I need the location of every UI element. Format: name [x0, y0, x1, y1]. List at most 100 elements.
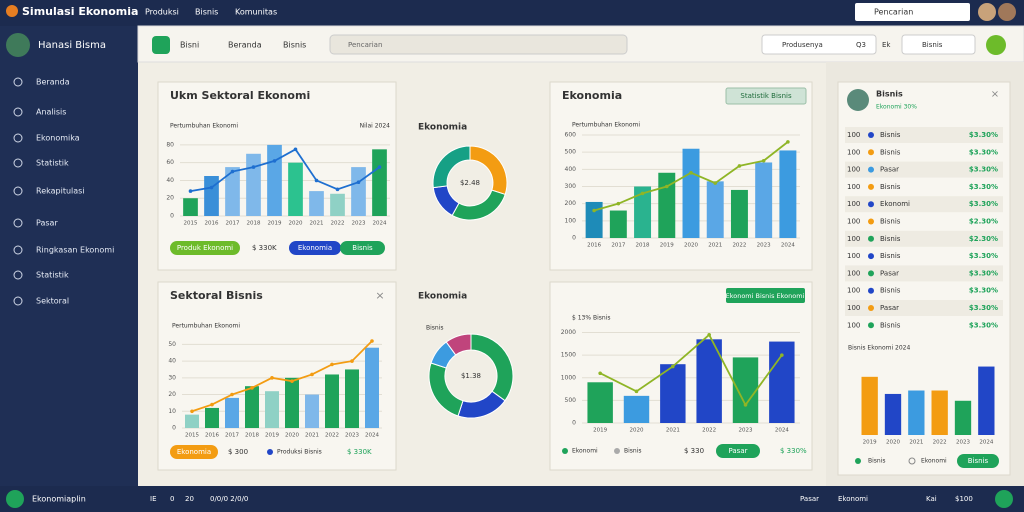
- footer-item: Pasar: [800, 495, 819, 503]
- x-tick-label: 2023: [345, 433, 359, 439]
- donut-center: $2.48: [460, 179, 480, 187]
- line-point: [671, 364, 675, 369]
- select-text[interactable]: Bisnis: [922, 41, 943, 49]
- row-code: 100: [847, 148, 860, 156]
- x-tick-label: 2021: [305, 433, 319, 439]
- line-point: [634, 389, 639, 394]
- chip-value: $ 330%: [780, 447, 807, 455]
- menu-item[interactable]: Statistik: [36, 159, 69, 168]
- nav-item[interactable]: Bisnis: [195, 8, 218, 17]
- x-tick-label: 2020: [285, 433, 299, 439]
- line-point: [250, 386, 254, 390]
- app-icon[interactable]: [152, 36, 170, 54]
- button-label[interactable]: Ekonomi Bisnis Ekonomi: [726, 292, 805, 300]
- row-code: 100: [847, 183, 860, 191]
- button[interactable]: [725, 87, 807, 105]
- menu-item[interactable]: Beranda: [36, 78, 70, 87]
- menu-icon: [13, 296, 23, 306]
- y-tick-label: 100: [565, 217, 577, 224]
- bar: [585, 201, 603, 238]
- y-tick-label: 40: [166, 177, 174, 184]
- search-box[interactable]: [855, 3, 970, 21]
- bar: [288, 162, 303, 216]
- select-box[interactable]: [901, 34, 976, 55]
- x-tick-label: 2024: [365, 433, 379, 439]
- card-title: Ekonomia: [562, 89, 622, 102]
- tab[interactable]: Beranda: [228, 41, 262, 50]
- chip[interactable]: [716, 444, 760, 458]
- menu-item[interactable]: Analisis: [36, 108, 66, 117]
- chip-label[interactable]: Pasar: [728, 447, 747, 455]
- nav-item[interactable]: Produksi: [145, 8, 179, 17]
- row-label: Bisnis: [880, 218, 901, 226]
- donut-slice: [445, 333, 472, 356]
- chip-label[interactable]: Produk Ekonomi: [177, 244, 233, 252]
- legend-dot: [267, 449, 273, 455]
- line-point: [230, 392, 234, 397]
- line-point: [330, 362, 334, 367]
- bar: [706, 181, 724, 238]
- line-point: [356, 180, 361, 185]
- search-text[interactable]: Pencarian: [348, 41, 382, 49]
- chip-label[interactable]: Ekonomia: [298, 244, 332, 252]
- y-tick-label: 0: [172, 425, 176, 432]
- footer-icon[interactable]: [995, 490, 1013, 508]
- y-tick-label: 1500: [561, 352, 576, 359]
- chip[interactable]: [340, 241, 385, 255]
- tab[interactable]: Bisni: [180, 41, 199, 50]
- line-point: [761, 158, 766, 163]
- chip[interactable]: [170, 445, 218, 459]
- row-code: 100: [847, 321, 860, 329]
- filter-box[interactable]: [761, 34, 877, 55]
- nav-item[interactable]: Komunitas: [235, 8, 277, 17]
- chip-label[interactable]: Bisnis: [352, 244, 373, 252]
- close-icon[interactable]: ×: [991, 89, 999, 100]
- chart-subtitle: Pertumbuhan Ekonomi: [172, 323, 240, 330]
- menu-icon: [13, 133, 23, 143]
- chip-label[interactable]: Bisnis: [968, 457, 989, 465]
- x-tick-label: 2023: [757, 243, 771, 249]
- chip[interactable]: [289, 241, 341, 255]
- menu-item[interactable]: Statistik: [36, 271, 69, 280]
- bar: [861, 376, 878, 435]
- x-tick-label: 2016: [587, 243, 601, 249]
- bar: [884, 393, 902, 435]
- action-button[interactable]: [986, 35, 1006, 55]
- menu-item[interactable]: Ringkasan Ekonomi: [36, 246, 114, 255]
- x-tick-label: 2023: [956, 440, 970, 446]
- menu-item[interactable]: Sektoral: [36, 297, 69, 306]
- toolbar-search[interactable]: [329, 34, 628, 55]
- x-tick-label: 2019: [265, 433, 279, 439]
- bar: [225, 397, 239, 428]
- filter-text[interactable]: Produsenya: [782, 41, 823, 49]
- chip[interactable]: [957, 454, 999, 468]
- y-tick-label: 20: [166, 195, 174, 202]
- avatar[interactable]: [978, 3, 996, 21]
- bar: [696, 339, 722, 423]
- bar: [954, 400, 972, 435]
- menu-icon: [13, 107, 23, 117]
- x-tick-label: 2020: [289, 221, 303, 227]
- chip[interactable]: [170, 241, 240, 255]
- user-name: Hanasi Bisma: [38, 40, 106, 51]
- y-tick-label: 500: [565, 149, 577, 156]
- row-dot: [868, 218, 874, 225]
- bar: [325, 374, 339, 428]
- menu-item[interactable]: Ekonomika: [36, 134, 80, 143]
- button[interactable]: [726, 288, 805, 303]
- bar: [305, 394, 319, 428]
- chip-label[interactable]: Ekonomia: [177, 448, 211, 456]
- tab[interactable]: Bisnis: [283, 41, 306, 50]
- y-tick-label: 20: [168, 391, 176, 398]
- close-icon[interactable]: ×: [375, 289, 384, 302]
- avatar[interactable]: [998, 3, 1016, 21]
- legend-dot: [908, 457, 916, 465]
- menu-item[interactable]: Pasar: [36, 219, 58, 228]
- button-label[interactable]: Statistik Bisnis: [740, 92, 792, 100]
- menu-item[interactable]: Rekapitulasi: [36, 187, 85, 196]
- x-tick-label: 2017: [225, 433, 239, 439]
- bar: [587, 382, 613, 423]
- x-tick-label: 2019: [268, 221, 282, 227]
- search-text[interactable]: Pencarian: [874, 8, 913, 17]
- menu-icon: [13, 158, 23, 168]
